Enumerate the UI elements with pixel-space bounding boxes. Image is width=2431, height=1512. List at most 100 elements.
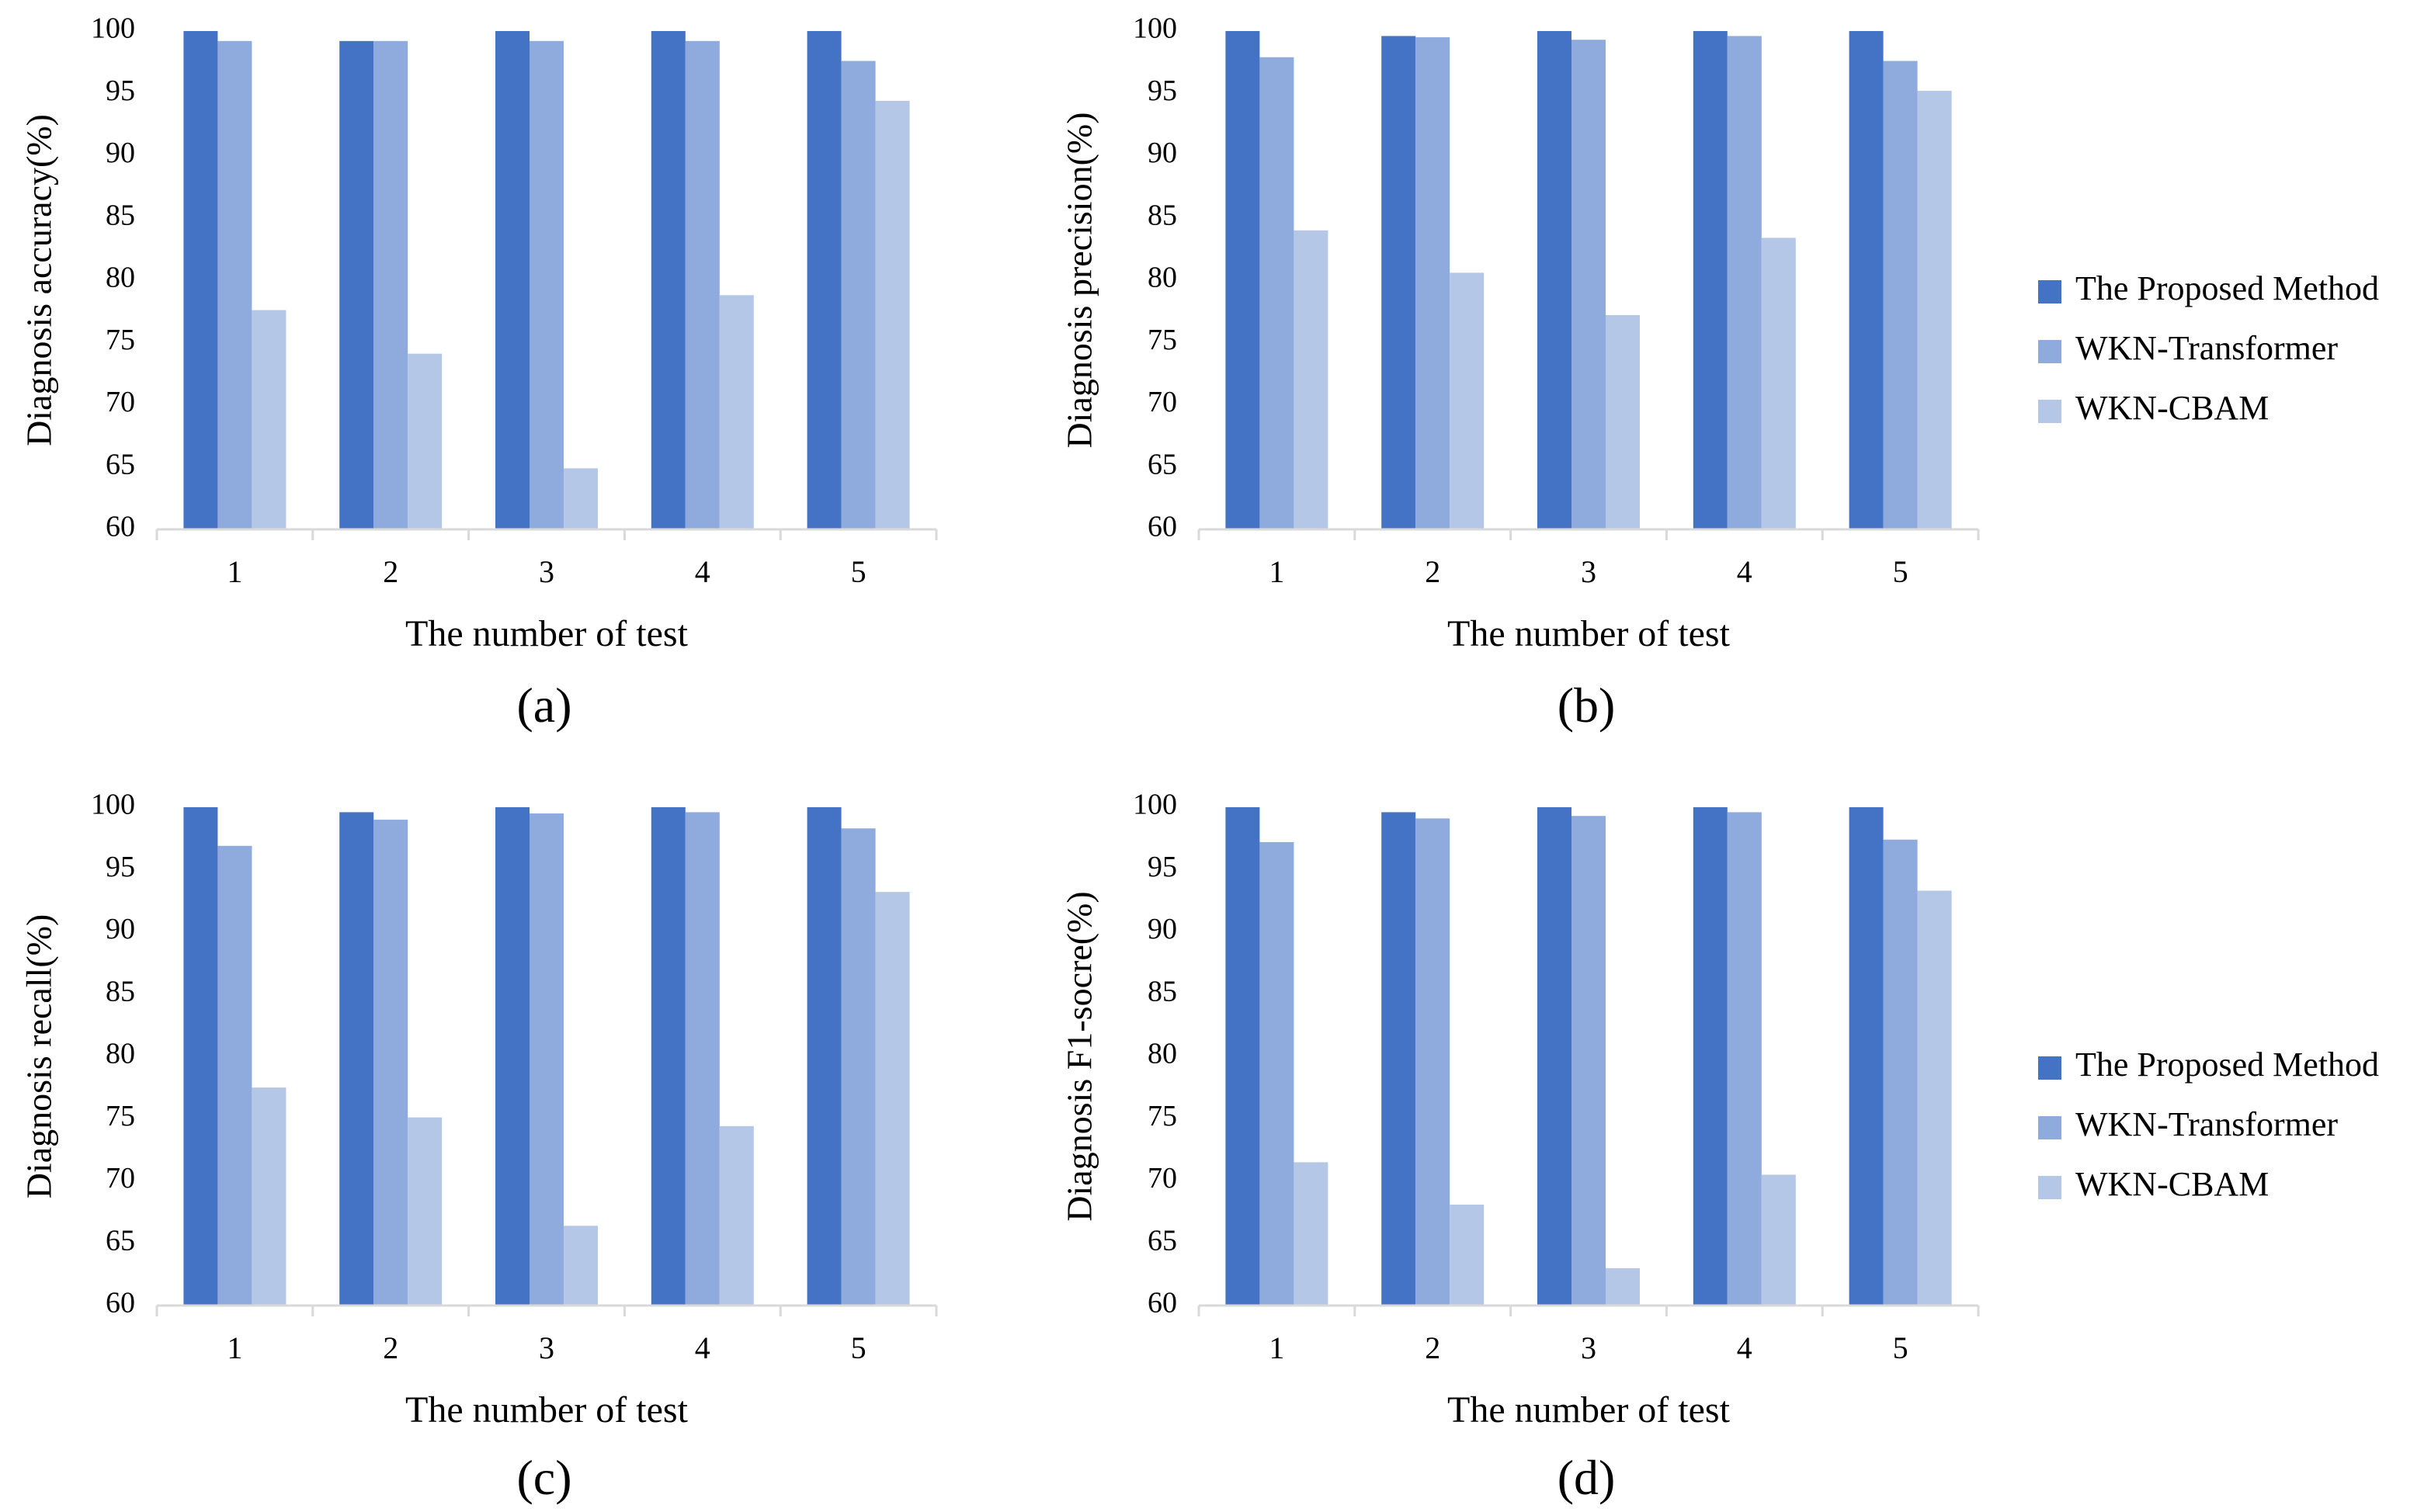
bar-the-proposed-method-test-4 xyxy=(651,807,686,1306)
bar-wkn-cbam-test-2 xyxy=(1450,1204,1485,1306)
y-tick-label: 75 xyxy=(1148,324,1177,356)
bar-wkn-transformer-test-2 xyxy=(373,40,408,529)
y-axis-title: Diagnosis recall(%) xyxy=(19,914,59,1199)
legend-label: The Proposed Method xyxy=(2075,269,2379,307)
y-tick-label: 90 xyxy=(1148,913,1177,945)
y-axis-title: Diagnosis accuracy(%) xyxy=(19,114,59,446)
legend-label: WKN-CBAM xyxy=(2075,389,2269,427)
bar-wkn-transformer-test-1 xyxy=(1259,841,1294,1306)
y-tick-label: 95 xyxy=(1148,75,1177,107)
x-tick-label: 2 xyxy=(383,554,398,589)
x-tick-label: 5 xyxy=(1893,1330,1908,1365)
bar-the-proposed-method-test-3 xyxy=(1537,807,1571,1306)
y-tick-label: 85 xyxy=(1148,199,1177,231)
x-tick-label: 2 xyxy=(1425,554,1440,589)
y-tick-label: 100 xyxy=(1133,12,1177,45)
bar-wkn-transformer-test-3 xyxy=(1571,816,1606,1306)
legend: The Proposed Method WKN-Transformer WKN-CB… xyxy=(2038,1046,2379,1203)
bar-wkn-transformer-test-3 xyxy=(530,40,564,529)
y-tick-label: 65 xyxy=(106,1224,135,1257)
x-tick-label: 4 xyxy=(695,554,710,589)
y-tick-label: 75 xyxy=(106,324,135,356)
bar-wkn-cbam-test-5 xyxy=(1917,91,1952,530)
x-tick-label: 3 xyxy=(1581,554,1596,589)
y-tick-label: 60 xyxy=(1148,1287,1177,1320)
legend-swatch xyxy=(2038,340,2061,363)
bar-the-proposed-method-test-3 xyxy=(1537,31,1571,529)
legend-swatch xyxy=(2038,1116,2061,1139)
x-tick-label: 5 xyxy=(1893,554,1908,589)
x-tick-label: 3 xyxy=(539,554,554,589)
legend-swatch xyxy=(2038,1176,2061,1199)
legend-swatch xyxy=(2038,1056,2061,1080)
y-tick-label: 80 xyxy=(1148,1038,1177,1070)
chart-panel-4: 60 65 70 75 80 85 90 95 100 1 2 3 4 5 The number of te… xyxy=(1060,789,1980,1505)
bar-wkn-cbam-test-3 xyxy=(564,468,598,529)
y-tick-label: 90 xyxy=(106,137,135,169)
x-tick-label: 2 xyxy=(1425,1330,1440,1365)
bar-wkn-transformer-test-5 xyxy=(1883,839,1918,1306)
bar-the-proposed-method-test-2 xyxy=(1381,36,1416,530)
bar-wkn-transformer-test-2 xyxy=(1415,818,1450,1306)
y-tick-label: 65 xyxy=(1148,448,1177,480)
x-tick-label: 1 xyxy=(227,1330,242,1365)
panel-caption: (a) xyxy=(516,678,571,733)
x-tick-label: 5 xyxy=(851,1330,866,1365)
panel-caption: (b) xyxy=(1558,678,1616,733)
bar-the-proposed-method-test-4 xyxy=(651,31,686,529)
y-tick-label: 60 xyxy=(106,1287,135,1320)
x-tick-label: 2 xyxy=(383,1330,398,1365)
chart-panel-2: 60 65 70 75 80 85 90 95 100 1 2 3 4 5 The number of te… xyxy=(1060,12,1980,733)
y-tick-label: 85 xyxy=(106,199,135,231)
bar-wkn-cbam-test-2 xyxy=(1450,272,1485,529)
y-tick-label: 100 xyxy=(1133,789,1177,821)
y-tick-label: 70 xyxy=(1148,386,1177,418)
bar-wkn-transformer-test-4 xyxy=(685,40,720,529)
x-axis-title: The number of test xyxy=(405,613,689,654)
bar-wkn-cbam-test-3 xyxy=(1606,1268,1640,1306)
bar-wkn-transformer-test-5 xyxy=(841,61,876,529)
bar-wkn-transformer-test-5 xyxy=(1883,61,1918,529)
bar-the-proposed-method-test-1 xyxy=(183,31,218,529)
bar-wkn-cbam-test-1 xyxy=(1294,230,1328,529)
bar-the-proposed-method-test-2 xyxy=(339,40,374,529)
y-tick-label: 80 xyxy=(1148,262,1177,294)
y-tick-label: 70 xyxy=(106,386,135,418)
bar-wkn-cbam-test-3 xyxy=(1606,314,1640,529)
x-tick-label: 1 xyxy=(1269,1330,1284,1365)
y-tick-label: 90 xyxy=(1148,137,1177,169)
chart-panel-3: 60 65 70 75 80 85 90 95 100 1 2 3 4 5 The number of te… xyxy=(19,789,938,1505)
bar-wkn-cbam-test-4 xyxy=(719,1125,754,1306)
x-tick-label: 4 xyxy=(1737,554,1752,589)
bar-wkn-cbam-test-1 xyxy=(252,310,287,529)
x-axis-title: The number of test xyxy=(1447,1389,1731,1431)
x-tick-label: 1 xyxy=(1269,554,1284,589)
y-tick-label: 70 xyxy=(1148,1162,1177,1195)
y-tick-label: 70 xyxy=(106,1162,135,1195)
bar-wkn-transformer-test-1 xyxy=(1259,57,1294,529)
bar-the-proposed-method-test-4 xyxy=(1693,31,1728,529)
x-axis-title: The number of test xyxy=(1447,613,1731,654)
x-tick-label: 4 xyxy=(1737,1330,1752,1365)
legend-swatch xyxy=(2038,280,2061,303)
bar-wkn-cbam-test-2 xyxy=(408,1117,443,1306)
bar-wkn-cbam-test-2 xyxy=(408,353,443,529)
bar-wkn-transformer-test-2 xyxy=(1415,37,1450,529)
x-tick-label: 3 xyxy=(539,1330,554,1365)
y-tick-label: 80 xyxy=(106,1038,135,1070)
bar-wkn-cbam-test-4 xyxy=(1761,1174,1796,1306)
y-tick-label: 85 xyxy=(1148,975,1177,1007)
bar-wkn-transformer-test-1 xyxy=(217,40,252,529)
y-tick-label: 90 xyxy=(106,913,135,945)
y-tick-label: 65 xyxy=(106,448,135,480)
bar-wkn-cbam-test-4 xyxy=(1761,238,1796,529)
bar-wkn-transformer-test-2 xyxy=(373,820,408,1306)
bar-the-proposed-method-test-3 xyxy=(495,31,530,529)
bar-the-proposed-method-test-3 xyxy=(495,807,530,1306)
y-tick-label: 95 xyxy=(106,851,135,883)
bar-the-proposed-method-test-2 xyxy=(339,812,374,1306)
bar-the-proposed-method-test-5 xyxy=(807,807,842,1306)
bar-the-proposed-method-test-1 xyxy=(1225,31,1260,529)
legend-label: The Proposed Method xyxy=(2075,1046,2379,1084)
